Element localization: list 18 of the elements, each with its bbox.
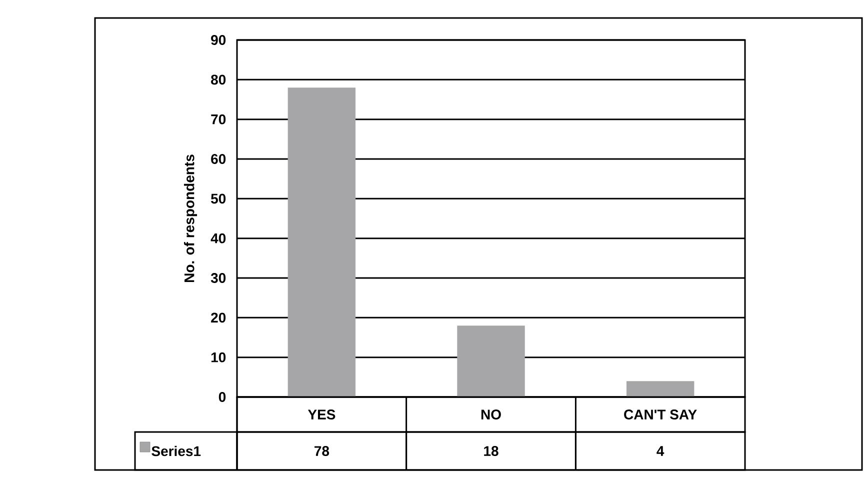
x-tick-label: CAN'T SAY (624, 410, 697, 420)
y-tick-label: 60 (211, 154, 226, 164)
data-label: 4 (656, 446, 664, 456)
y-tick-label: 50 (210, 194, 226, 204)
y-tick-label: 0 (218, 392, 226, 402)
y-tick-label: 80 (211, 74, 226, 85)
data-label: 18 (484, 446, 498, 456)
y-tick-label: 20 (211, 312, 226, 323)
y-tick-label: 70 (211, 114, 226, 124)
y-tick-label: 10 (211, 352, 226, 362)
data-label: 78 (314, 446, 330, 456)
y-tick-label: 90 (211, 35, 226, 45)
x-tick-label: YES (308, 410, 336, 420)
legend-label: Series1 (152, 446, 201, 456)
x-tick-label: NO (481, 410, 501, 420)
y-tick-label: 30 (210, 273, 226, 283)
y-tick-label: 40 (210, 233, 226, 244)
y-axis-title: No. of respondents (184, 154, 198, 282)
